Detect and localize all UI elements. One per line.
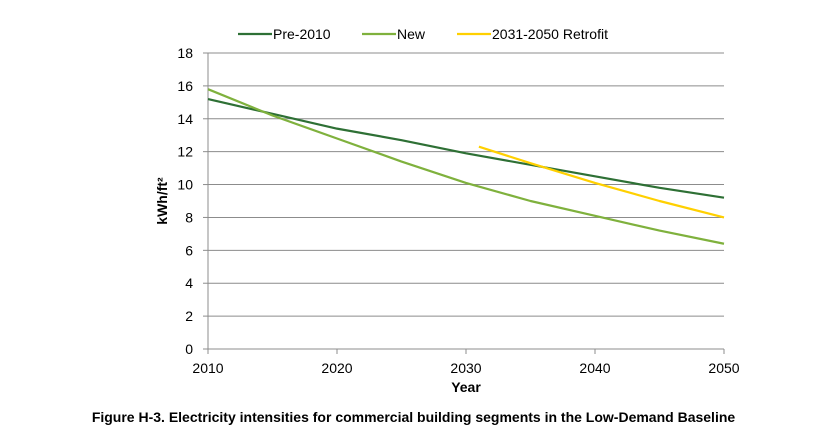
series-line-new [207, 88, 725, 245]
legend-label: 2031-2050 Retrofit [492, 26, 608, 42]
series-line-2031-2050-retrofit [478, 145, 725, 219]
y-tick-label: 16 [177, 78, 193, 94]
x-tick-label: 2020 [321, 360, 352, 376]
x-tick-label: 2050 [708, 360, 739, 376]
y-tick-label: 2 [185, 308, 193, 324]
series-line-pre-2010 [207, 97, 725, 199]
y-tick-label: 12 [177, 144, 193, 160]
y-tick-label: 6 [185, 242, 193, 258]
x-axis-label: Year [451, 379, 481, 395]
y-tick-label: 10 [177, 177, 193, 193]
y-axis-label: kWh/ft² [154, 177, 170, 225]
x-tick-label: 2030 [450, 360, 481, 376]
figure-caption: Figure H-3. Electricity intensities for … [91, 409, 736, 425]
legend-label: New [397, 26, 426, 42]
y-tick-label: 14 [177, 111, 193, 127]
x-tick-label: 2010 [192, 360, 223, 376]
y-tick-label: 4 [185, 275, 193, 291]
x-tick-label: 2040 [579, 360, 610, 376]
y-tick-label: 18 [177, 45, 193, 61]
y-tick-label: 8 [185, 209, 193, 225]
y-tick-label: 0 [185, 341, 193, 357]
legend-label: Pre-2010 [273, 26, 331, 42]
